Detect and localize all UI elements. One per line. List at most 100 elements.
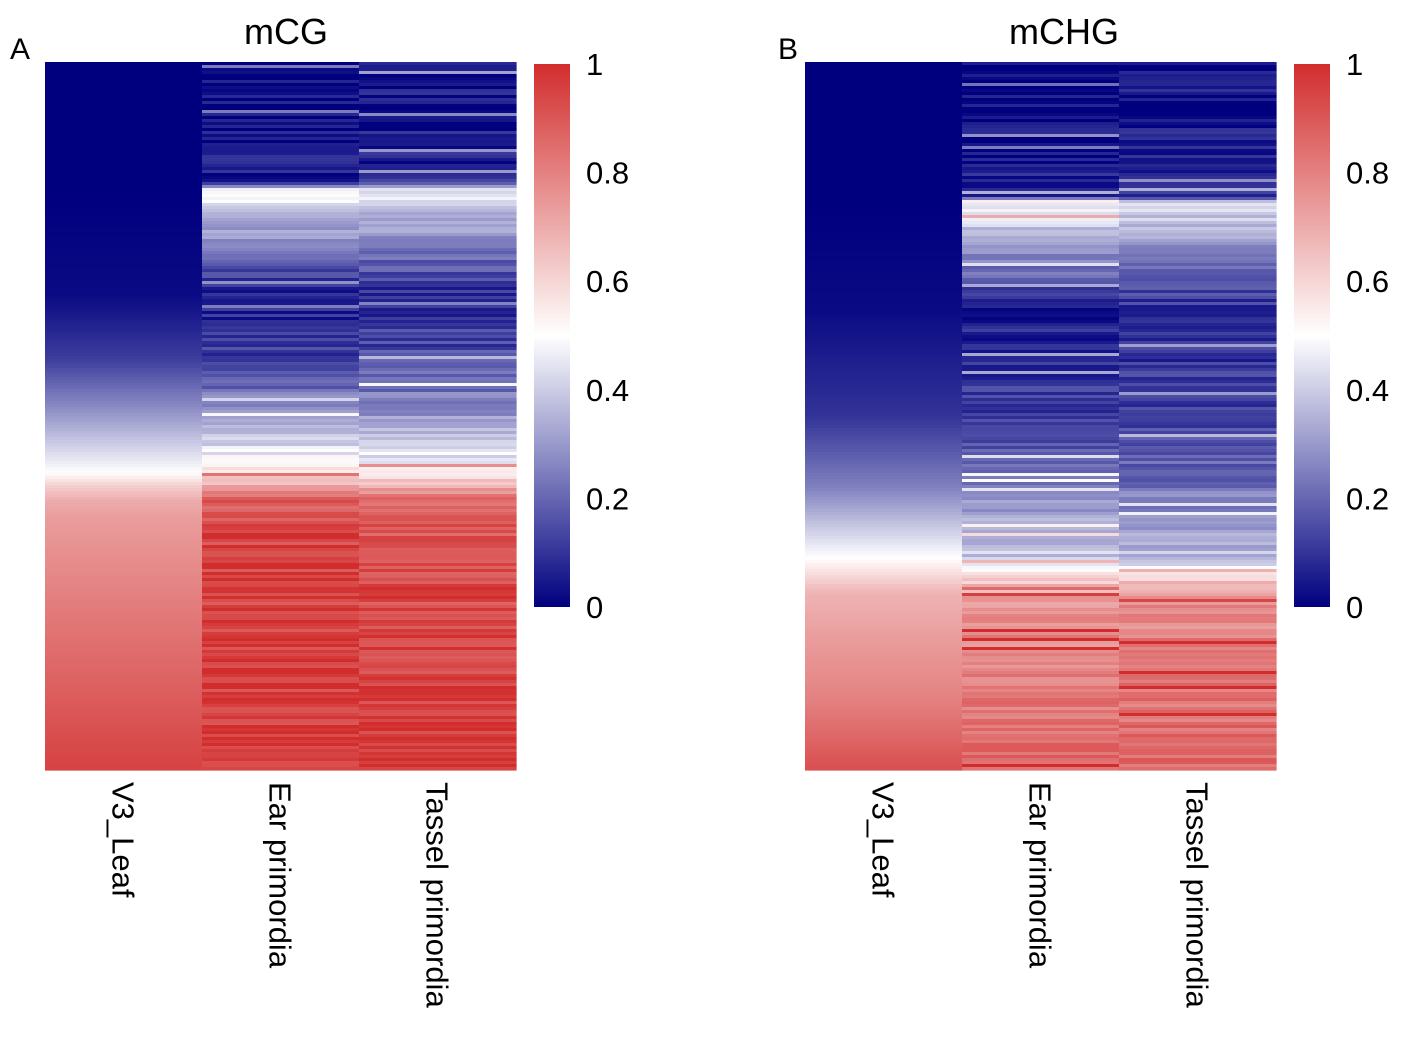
heatmap-cell (962, 575, 1120, 579)
heatmap-cell (805, 392, 963, 396)
heatmap-cell (45, 578, 203, 582)
heatmap-cell (1119, 437, 1277, 441)
heatmap-cell (359, 473, 517, 477)
heatmap-cell (805, 308, 963, 312)
heatmap-cell (805, 698, 963, 702)
heatmap-cell (1119, 536, 1277, 540)
heatmap-cell (1119, 560, 1277, 564)
heatmap-cell (359, 629, 517, 633)
heatmap-cell (45, 626, 203, 630)
heatmap-cell (359, 662, 517, 666)
heatmap-cell (1119, 155, 1277, 159)
heatmap-cell (45, 314, 203, 318)
heatmap-cell (359, 497, 517, 501)
heatmap-cell (202, 461, 360, 465)
heatmap-cell (1119, 593, 1277, 597)
heatmap-cell (359, 299, 517, 303)
heatmap-cell (1119, 554, 1277, 558)
heatmap-cell (962, 536, 1120, 540)
heatmap-cell (805, 170, 963, 174)
heatmap-cell (202, 323, 360, 327)
heatmap-cell (962, 485, 1120, 489)
heatmap-cell (202, 122, 360, 126)
heatmap-cell (805, 569, 963, 573)
heatmap-cell (805, 752, 963, 756)
heatmap-cell (359, 509, 517, 513)
heatmap-cell (805, 179, 963, 183)
heatmap-cell (805, 677, 963, 681)
heatmap-cell (805, 743, 963, 747)
heatmap-cell (962, 596, 1120, 600)
heatmap-cell (359, 230, 517, 234)
heatmap-cell (962, 548, 1120, 552)
heatmap-cell (805, 401, 963, 405)
heatmap-cell (805, 404, 963, 408)
heatmap-cell (805, 188, 963, 192)
heatmap-cell (202, 596, 360, 600)
heatmap-cell (962, 242, 1120, 246)
heatmap-cell (45, 572, 203, 576)
heatmap-cell (45, 290, 203, 294)
heatmap-cell (202, 68, 360, 72)
heatmap-cell (202, 743, 360, 747)
heatmap-cell (1119, 248, 1277, 252)
heatmap-cell (1119, 125, 1277, 129)
heatmap-cell (359, 302, 517, 306)
heatmap-cell (1119, 575, 1277, 579)
heatmap-cell (805, 746, 963, 750)
heatmap-cell (962, 413, 1120, 417)
heatmap-cell (805, 275, 963, 279)
heatmap-cell (1119, 506, 1277, 510)
heatmap-cell (359, 599, 517, 603)
heatmap-cell (805, 71, 963, 75)
heatmap-cell (359, 236, 517, 240)
heatmap-cell (1119, 392, 1277, 396)
heatmap-cell (202, 545, 360, 549)
heatmap-cell (202, 692, 360, 696)
heatmap-cell (45, 488, 203, 492)
heatmap-cell (359, 362, 517, 366)
heatmap-cell (45, 209, 203, 213)
heatmap-cell (359, 272, 517, 276)
heatmap-cell (202, 446, 360, 450)
heatmap-cell (805, 566, 963, 570)
heatmap-cell (45, 539, 203, 543)
heatmap-cell (45, 536, 203, 540)
heatmap-cell (805, 524, 963, 528)
heatmap-cell (45, 623, 203, 627)
heatmap-cell (962, 704, 1120, 708)
heatmap-cell (202, 272, 360, 276)
heatmap-cell (1119, 368, 1277, 372)
heatmap-cell (202, 365, 360, 369)
heatmap-cell (962, 203, 1120, 207)
heatmap-cell (805, 644, 963, 648)
heatmap-cell (962, 191, 1120, 195)
heatmap-cell (1119, 695, 1277, 699)
heatmap-cell (202, 353, 360, 357)
heatmap-cell (962, 107, 1120, 111)
heatmap-cell (962, 152, 1120, 156)
heatmap-cell (202, 506, 360, 510)
heatmap-cell (805, 488, 963, 492)
heatmap-cell (359, 380, 517, 384)
heatmap-cell (1119, 404, 1277, 408)
heatmap-cell (962, 719, 1120, 723)
heatmap-cells-mcg (45, 62, 517, 771)
colorbar-tick-label: 0.6 (586, 264, 629, 299)
heatmap-cell (202, 170, 360, 174)
heatmap-cell (202, 677, 360, 681)
heatmap-cell (962, 425, 1120, 429)
heatmap-cell (962, 392, 1120, 396)
heatmap-cell (202, 527, 360, 531)
heatmap-cell (45, 119, 203, 123)
heatmap-cell (805, 563, 963, 567)
heatmap-cell (805, 581, 963, 585)
heatmap-cell (805, 704, 963, 708)
heatmap-cell (359, 227, 517, 231)
heatmap-cell (202, 473, 360, 477)
heatmap-cell (1119, 149, 1277, 153)
heatmap-cell (45, 152, 203, 156)
heatmap-cell (359, 293, 517, 297)
heatmap-cell (45, 479, 203, 483)
heatmap-cell (202, 539, 360, 543)
